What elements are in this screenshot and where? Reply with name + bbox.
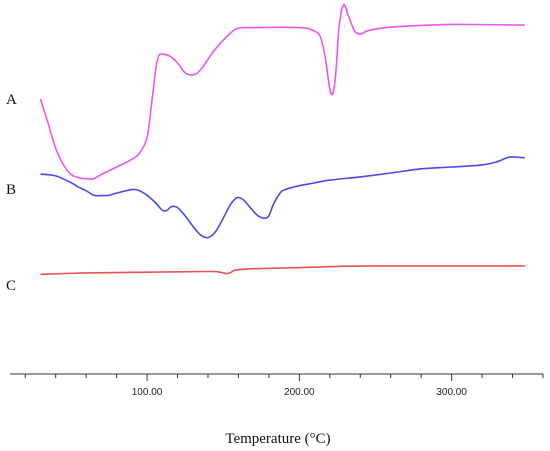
curve-label-c: C (6, 278, 16, 294)
curves-layer (39, 3, 525, 276)
x-tick-label: 200.00 (284, 387, 315, 398)
curve-labels-layer: A B C (6, 92, 17, 294)
x-axis-title: Temperature (°C) (225, 431, 330, 447)
curve-label-b: B (6, 182, 16, 198)
curve-b (40, 156, 525, 239)
x-tick-label: 300.00 (436, 387, 467, 398)
x-tick-label: 100.00 (132, 387, 163, 398)
curve-a (39, 3, 525, 180)
x-ticks-layer: 100.00 200.00 300.00 (24, 374, 544, 398)
curve-label-a: A (6, 92, 17, 108)
curve-c (40, 265, 525, 276)
